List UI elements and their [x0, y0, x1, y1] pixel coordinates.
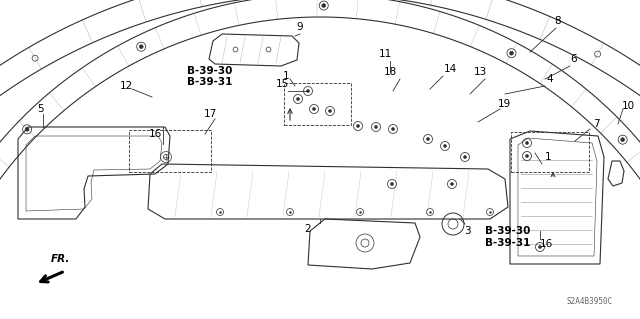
Circle shape — [140, 45, 143, 49]
Text: 1: 1 — [283, 71, 289, 81]
Text: 7: 7 — [593, 119, 599, 129]
Circle shape — [322, 4, 326, 8]
Circle shape — [312, 107, 316, 111]
Circle shape — [296, 97, 300, 101]
Text: B-39-30: B-39-30 — [485, 226, 531, 236]
Text: B-39-31: B-39-31 — [188, 77, 233, 87]
Text: 4: 4 — [547, 74, 554, 84]
Text: 5: 5 — [36, 104, 44, 114]
Circle shape — [443, 144, 447, 148]
Circle shape — [306, 89, 310, 93]
Text: 19: 19 — [497, 99, 511, 109]
Circle shape — [450, 182, 454, 186]
Circle shape — [509, 51, 513, 55]
Text: 11: 11 — [378, 49, 392, 59]
Circle shape — [426, 137, 430, 141]
Text: 16: 16 — [148, 129, 162, 139]
Text: 12: 12 — [120, 81, 132, 91]
Text: 3: 3 — [464, 226, 470, 236]
Text: S2A4B3950C: S2A4B3950C — [567, 296, 613, 306]
Circle shape — [621, 138, 625, 142]
Text: FR.: FR. — [51, 254, 70, 264]
Text: 17: 17 — [204, 109, 216, 119]
Circle shape — [538, 245, 542, 249]
Circle shape — [25, 127, 29, 131]
Circle shape — [374, 125, 378, 129]
Text: 13: 13 — [474, 67, 486, 77]
Text: 16: 16 — [540, 239, 552, 249]
Text: B-39-30: B-39-30 — [188, 66, 233, 76]
Circle shape — [356, 124, 360, 128]
Circle shape — [391, 127, 395, 131]
Circle shape — [525, 141, 529, 145]
Circle shape — [525, 154, 529, 158]
Text: 1: 1 — [545, 152, 551, 162]
Text: 8: 8 — [555, 16, 561, 26]
Text: 9: 9 — [297, 22, 303, 32]
Circle shape — [328, 109, 332, 113]
Text: 10: 10 — [621, 101, 635, 111]
Circle shape — [390, 182, 394, 186]
Text: 2: 2 — [305, 224, 311, 234]
Circle shape — [463, 155, 467, 159]
Text: B-39-31: B-39-31 — [485, 238, 531, 248]
Text: 15: 15 — [275, 79, 289, 89]
Text: 14: 14 — [444, 64, 456, 74]
Text: 18: 18 — [383, 67, 397, 77]
Text: 6: 6 — [571, 54, 577, 64]
